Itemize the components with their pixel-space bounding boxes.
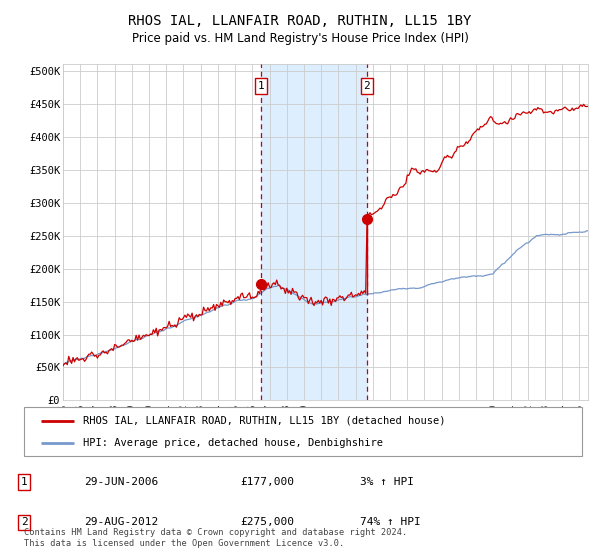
Text: 74% ↑ HPI: 74% ↑ HPI xyxy=(360,517,421,528)
Text: £275,000: £275,000 xyxy=(240,517,294,528)
Text: 29-JUN-2006: 29-JUN-2006 xyxy=(84,477,158,487)
Text: Contains HM Land Registry data © Crown copyright and database right 2024.
This d: Contains HM Land Registry data © Crown c… xyxy=(24,528,407,548)
Text: RHOS IAL, LLANFAIR ROAD, RUTHIN, LL15 1BY: RHOS IAL, LLANFAIR ROAD, RUTHIN, LL15 1B… xyxy=(128,14,472,28)
Text: HPI: Average price, detached house, Denbighshire: HPI: Average price, detached house, Denb… xyxy=(83,438,383,448)
FancyBboxPatch shape xyxy=(24,407,582,456)
Text: £177,000: £177,000 xyxy=(240,477,294,487)
Text: 3% ↑ HPI: 3% ↑ HPI xyxy=(360,477,414,487)
Text: 1: 1 xyxy=(20,477,28,487)
Text: 1: 1 xyxy=(257,81,264,91)
Text: Price paid vs. HM Land Registry's House Price Index (HPI): Price paid vs. HM Land Registry's House … xyxy=(131,32,469,45)
Bar xyxy=(261,64,367,400)
Text: 29-AUG-2012: 29-AUG-2012 xyxy=(84,517,158,528)
Text: RHOS IAL, LLANFAIR ROAD, RUTHIN, LL15 1BY (detached house): RHOS IAL, LLANFAIR ROAD, RUTHIN, LL15 1B… xyxy=(83,416,445,426)
Text: 2: 2 xyxy=(20,517,28,528)
Text: 2: 2 xyxy=(364,81,370,91)
